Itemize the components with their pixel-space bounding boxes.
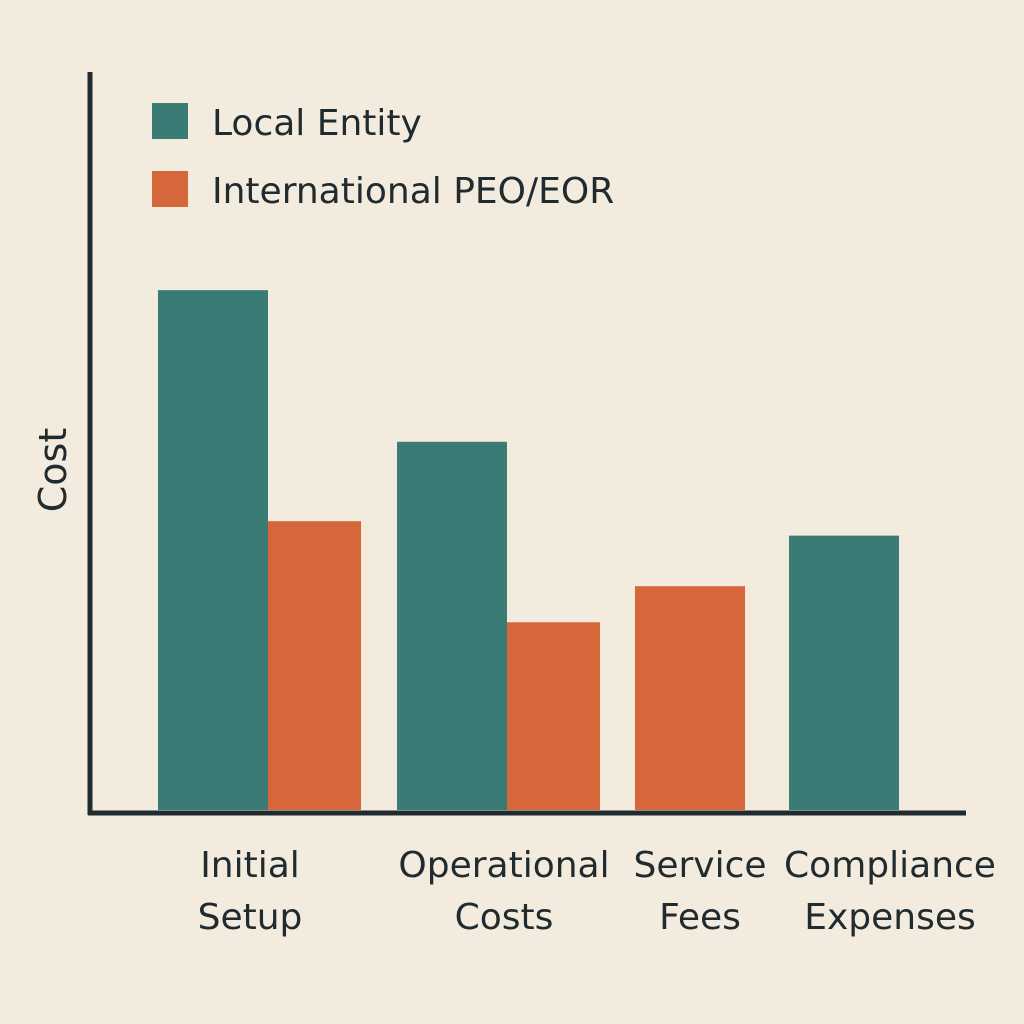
legend-label-local-entity: Local Entity bbox=[212, 103, 422, 144]
x-tick-label-service-fees-line-1: Service bbox=[633, 845, 766, 886]
bar-international-peo-eor-service-fees bbox=[635, 586, 745, 810]
bar-international-peo-eor-operational-costs bbox=[507, 622, 600, 810]
bar-local-entity-initial-setup bbox=[158, 290, 268, 810]
x-tick-label-initial-setup-line-2: Setup bbox=[198, 897, 303, 938]
x-tick-label-initial-setup-line-1: Initial bbox=[200, 845, 300, 886]
x-tick-label-compliance-expenses-line-1: Compliance bbox=[784, 845, 996, 886]
bars-layer bbox=[158, 290, 899, 810]
y-axis-label: Cost bbox=[31, 428, 75, 512]
legend-label-international-peo-eor: International PEO/EOR bbox=[212, 171, 614, 212]
x-tick-label-operational-costs-line-2: Costs bbox=[455, 897, 554, 938]
x-tick-label-compliance-expenses-line-2: Expenses bbox=[804, 897, 976, 938]
bar-local-entity-compliance-expenses bbox=[789, 535, 899, 810]
legend-swatch-local-entity bbox=[152, 103, 188, 139]
x-tick-label-service-fees-line-2: Fees bbox=[659, 897, 741, 938]
bar-local-entity-operational-costs bbox=[397, 441, 507, 810]
x-tick-label-operational-costs-line-1: Operational bbox=[398, 845, 609, 886]
legend-swatch-international-peo-eor bbox=[152, 171, 188, 207]
bar-international-peo-eor-initial-setup bbox=[268, 521, 361, 810]
legend: Local Entity International PEO/EOR bbox=[152, 103, 614, 212]
x-tick-labels: Initial Setup Operational Costs Service Fees C… bbox=[198, 845, 996, 938]
